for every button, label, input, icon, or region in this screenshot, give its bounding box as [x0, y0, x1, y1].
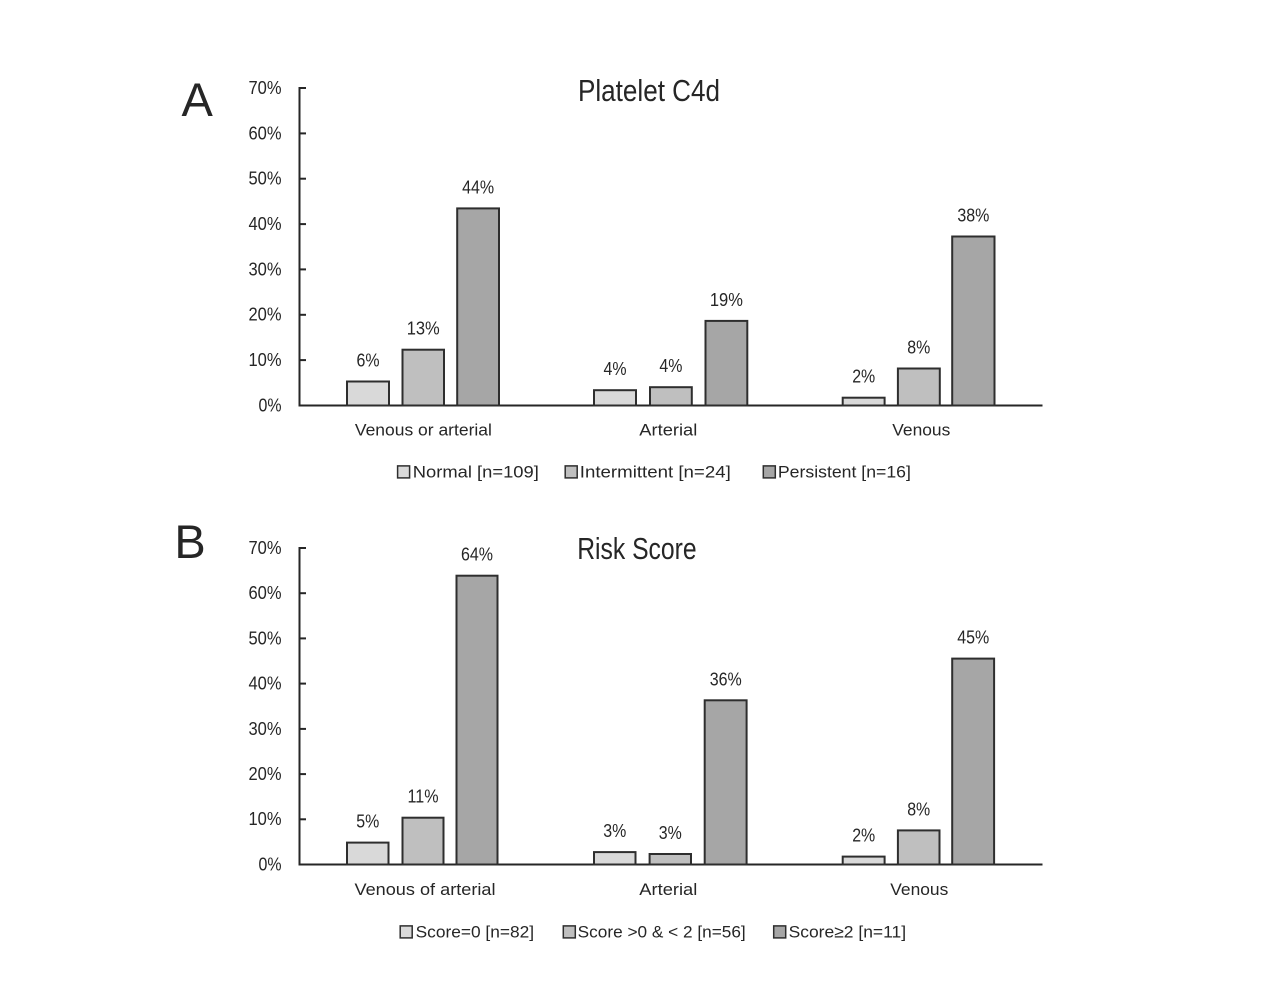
- svg-text:Platelet C4d: Platelet C4d: [578, 73, 720, 108]
- svg-text:Arterial: Arterial: [639, 880, 697, 899]
- svg-text:6%: 6%: [357, 351, 380, 371]
- svg-text:10%: 10%: [249, 809, 282, 829]
- svg-text:19%: 19%: [710, 290, 743, 310]
- svg-text:50%: 50%: [249, 169, 282, 189]
- svg-text:3%: 3%: [603, 821, 626, 841]
- svg-text:2%: 2%: [852, 367, 875, 387]
- svg-text:64%: 64%: [461, 545, 493, 565]
- svg-text:8%: 8%: [907, 799, 930, 819]
- svg-text:Intermittent [n=24]: Intermittent [n=24]: [580, 463, 731, 482]
- svg-text:70%: 70%: [249, 78, 282, 98]
- svg-text:Score≥2 [n=11]: Score≥2 [n=11]: [789, 923, 907, 942]
- svg-text:Venous: Venous: [892, 421, 950, 440]
- svg-text:Venous of arterial: Venous of arterial: [355, 880, 496, 899]
- svg-text:40%: 40%: [249, 674, 282, 694]
- svg-text:45%: 45%: [957, 628, 989, 648]
- svg-text:60%: 60%: [249, 123, 282, 143]
- svg-text:B: B: [174, 515, 205, 568]
- svg-text:4%: 4%: [659, 356, 682, 376]
- svg-text:2%: 2%: [852, 826, 875, 846]
- svg-text:44%: 44%: [462, 177, 494, 197]
- svg-text:Normal [n=109]: Normal [n=109]: [413, 463, 539, 482]
- svg-text:20%: 20%: [249, 764, 282, 784]
- svg-text:Venous or arterial: Venous or arterial: [355, 421, 492, 440]
- svg-text:Score >0 & < 2 [n=56]: Score >0 & < 2 [n=56]: [578, 923, 746, 942]
- svg-text:30%: 30%: [249, 719, 282, 739]
- svg-text:A: A: [182, 73, 214, 126]
- svg-text:4%: 4%: [604, 359, 627, 379]
- svg-text:Arterial: Arterial: [639, 421, 697, 440]
- svg-text:0%: 0%: [259, 395, 282, 415]
- svg-text:Persistent [n=16]: Persistent [n=16]: [778, 463, 911, 482]
- svg-text:70%: 70%: [249, 538, 282, 558]
- svg-text:Venous: Venous: [890, 880, 948, 899]
- svg-text:38%: 38%: [957, 206, 989, 226]
- svg-text:36%: 36%: [710, 669, 742, 689]
- svg-text:5%: 5%: [356, 812, 379, 832]
- svg-text:10%: 10%: [249, 350, 282, 370]
- svg-text:Risk Score: Risk Score: [577, 531, 696, 566]
- svg-text:8%: 8%: [907, 338, 930, 358]
- svg-text:20%: 20%: [249, 305, 282, 325]
- svg-text:30%: 30%: [249, 259, 282, 279]
- svg-text:3%: 3%: [659, 823, 682, 843]
- svg-text:Score=0 [n=82]: Score=0 [n=82]: [416, 923, 534, 942]
- svg-text:13%: 13%: [407, 319, 440, 339]
- svg-text:11%: 11%: [408, 787, 439, 807]
- svg-text:0%: 0%: [259, 854, 282, 874]
- svg-text:40%: 40%: [249, 214, 282, 234]
- svg-text:50%: 50%: [249, 628, 282, 648]
- svg-text:60%: 60%: [249, 583, 282, 603]
